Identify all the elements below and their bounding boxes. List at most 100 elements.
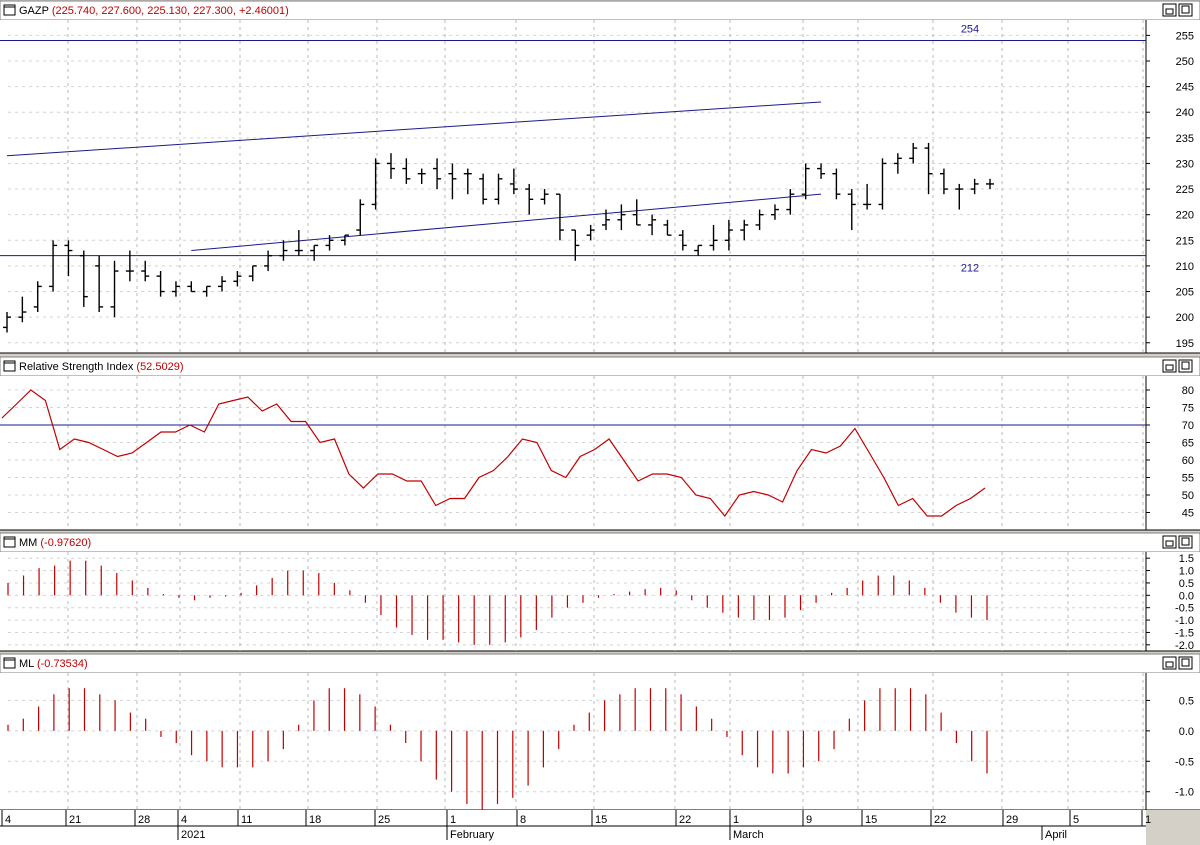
price-ytick-label: 225 xyxy=(1176,184,1194,196)
day-label: 29 xyxy=(1006,814,1018,826)
mm-ytick-label: 1.0 xyxy=(1179,566,1194,578)
ohlc-bar xyxy=(770,204,779,220)
ohlc-bar xyxy=(417,168,426,184)
day-label: 25 xyxy=(378,814,390,826)
ohlc-bar xyxy=(248,265,257,282)
ohlc-bar xyxy=(847,189,856,231)
period-label: February xyxy=(450,829,495,841)
restore-icon-glyph xyxy=(1165,364,1174,371)
day-label: 11 xyxy=(241,814,252,826)
ohlc-bar xyxy=(202,285,211,297)
ohlc-bar xyxy=(509,168,518,195)
day-label: 4 xyxy=(5,814,11,826)
mm-ytick-label: 1.5 xyxy=(1179,553,1194,565)
ohlc-bar xyxy=(986,178,994,190)
level-label-212: 212 xyxy=(961,263,979,275)
ohlc-bar xyxy=(49,240,58,292)
maximize-icon-glyph xyxy=(1181,537,1190,546)
price-ytick-label: 210 xyxy=(1176,261,1194,273)
ohlc-bar xyxy=(786,189,795,215)
mm-ytick-label: -0.5 xyxy=(1175,603,1194,615)
rsi-line xyxy=(1,389,986,517)
mm-title: MM (-0.97620) xyxy=(19,537,91,549)
ml-title-values: (-0.73534) xyxy=(37,658,88,670)
day-label: 22 xyxy=(679,814,691,826)
rsi-ytick-label: 45 xyxy=(1182,508,1194,520)
ohlc-bar xyxy=(678,230,687,251)
ohlc-bar xyxy=(79,250,88,307)
trendline-lower xyxy=(191,193,822,252)
mm-ytick-label: -2.0 xyxy=(1175,640,1194,652)
price-ytick-label: 255 xyxy=(1176,30,1194,42)
ohlc-bar xyxy=(878,158,887,210)
level-label-254: 254 xyxy=(961,23,979,35)
rsi-ytick-label: 80 xyxy=(1182,385,1194,397)
mm-window-icon xyxy=(3,536,16,548)
ohlc-bar xyxy=(817,163,826,179)
date-axis-bg xyxy=(0,810,1146,845)
price-title: GAZP (225.740, 227.600, 225.130, 227.300… xyxy=(19,5,289,17)
ml-panel: ML (-0.73534) 0.5 0.0 -0.5 -1.0 xyxy=(0,653,1200,811)
day-label: 5 xyxy=(1073,814,1079,826)
ohlc-bar xyxy=(448,163,457,200)
rsi-window-icon xyxy=(3,360,16,372)
restore-icon-glyph xyxy=(1165,661,1174,668)
ohlc-bar xyxy=(386,153,395,179)
period-label: April xyxy=(1045,829,1067,841)
day-label: 1 xyxy=(733,814,739,826)
ml-title: ML (-0.73534) xyxy=(19,658,88,670)
ml-ytick-label: 0.0 xyxy=(1179,726,1194,738)
ml-ytick-label: -1.0 xyxy=(1175,787,1194,799)
price-ytick-label: 250 xyxy=(1176,56,1194,68)
ohlc-bar xyxy=(371,158,380,210)
rsi-ytick-label: 60 xyxy=(1182,455,1194,467)
day-label: 22 xyxy=(934,814,946,826)
ohlc-bar xyxy=(709,224,718,251)
ml-window-icon xyxy=(3,657,16,669)
maximize-icon-glyph xyxy=(1181,658,1190,667)
rsi-title: Relative Strength Index (52.5029) xyxy=(19,361,184,373)
ohlc-bar xyxy=(340,234,349,246)
mm-plot-area xyxy=(0,552,1200,651)
ohlc-bar xyxy=(18,296,27,323)
ohlc-bar xyxy=(571,229,580,261)
ohlc-bar xyxy=(218,276,227,292)
ohlc-bar xyxy=(125,250,134,282)
ml-header xyxy=(0,653,1200,674)
ohlc-bar xyxy=(602,209,611,231)
ohlc-bar xyxy=(279,240,288,261)
mm-ytick-label: 0.5 xyxy=(1179,578,1194,590)
trendline-upper xyxy=(6,101,822,157)
ohlc-bar xyxy=(433,158,442,190)
mm-panel: MM (-0.97620) 1.51.00.50.0-0.5-1.0-1.5-2.… xyxy=(0,532,1200,652)
period-label: 2021 xyxy=(181,829,205,841)
ohlc-bar xyxy=(540,189,549,205)
price-window-icon xyxy=(3,4,16,16)
day-label: 8 xyxy=(520,814,526,826)
ohlc-bar xyxy=(233,271,242,287)
mm-header xyxy=(0,532,1200,553)
ohlc-bar xyxy=(525,183,534,215)
ohlc-bar xyxy=(264,250,273,272)
ohlc-bar xyxy=(586,224,595,241)
rsi-ytick-label: 75 xyxy=(1182,403,1194,415)
ohlc-bar xyxy=(724,219,733,251)
ohlc-bar xyxy=(863,183,872,210)
ohlc-bar xyxy=(294,230,303,256)
price-plot-area xyxy=(0,20,1200,353)
day-label: 15 xyxy=(865,814,877,826)
mm-ytick-label: 0.0 xyxy=(1179,590,1194,602)
rsi-ytick-label: 70 xyxy=(1182,420,1194,432)
day-label: 28 xyxy=(138,814,150,826)
ohlc-bar xyxy=(479,173,488,205)
ohlc-bar xyxy=(310,244,319,261)
day-label: 9 xyxy=(806,814,812,826)
ohlc-bar xyxy=(632,199,641,226)
day-label: 15 xyxy=(595,814,607,826)
ohlc-bar xyxy=(893,153,902,174)
ohlc-bar xyxy=(648,214,657,236)
price-title-values: (225.740, 227.600, 225.130, 227.300, +2.… xyxy=(52,5,289,17)
ohlc-bar xyxy=(64,240,73,277)
ohlc-bar xyxy=(970,178,979,195)
